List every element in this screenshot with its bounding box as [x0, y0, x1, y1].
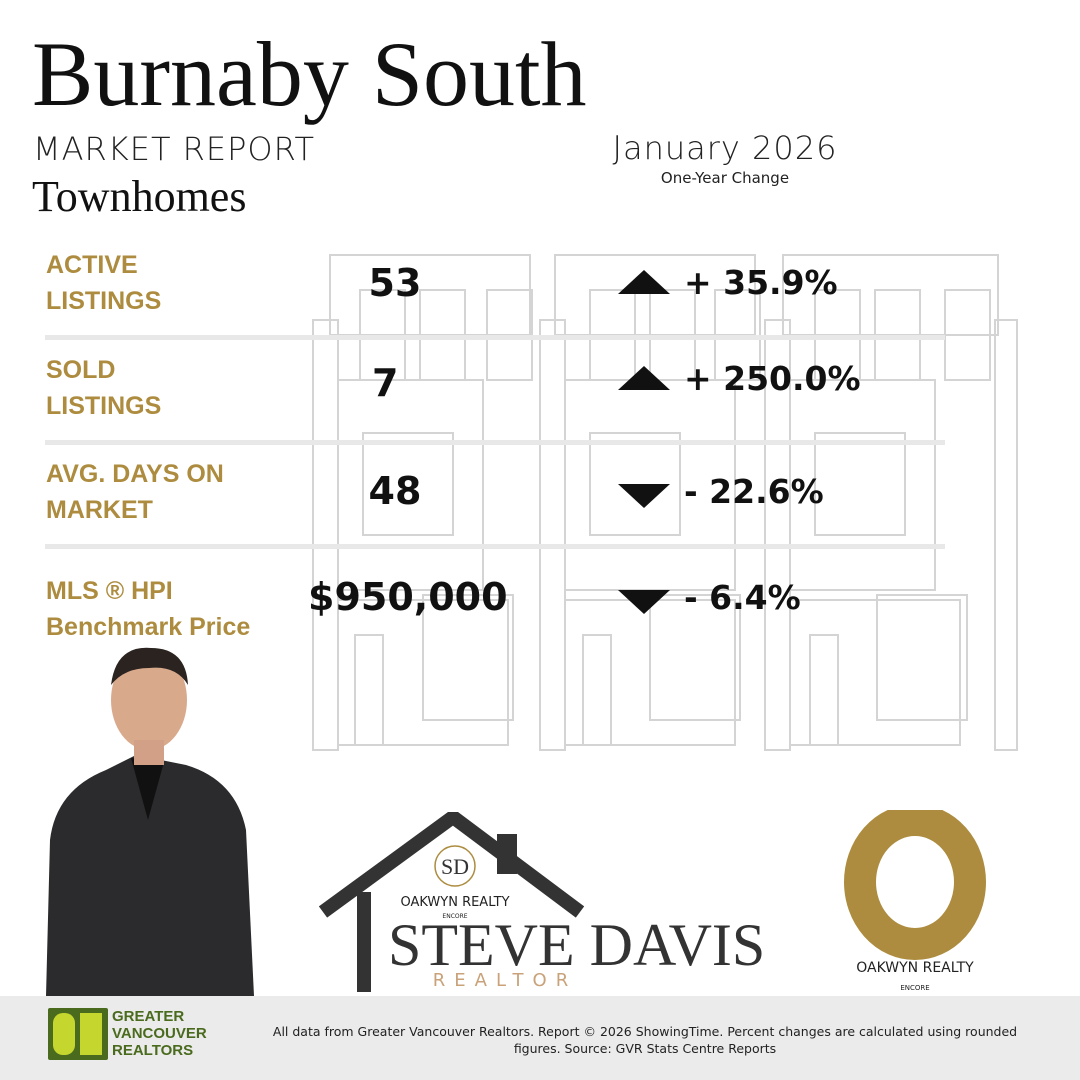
stat-change-hpi: - 6.4% [684, 578, 801, 617]
stat-change-sold: + 250.0% [684, 359, 861, 398]
footer [0, 996, 1080, 1080]
disclaimer: All data from Greater Vancouver Realtors… [272, 1024, 1018, 1056]
stat-label-dom: AVG. DAYS ON MARKET [46, 460, 224, 524]
stat-label-active: ACTIVE LISTINGS [46, 251, 162, 315]
stat-value-active: 53 [368, 261, 422, 305]
oakwyn-logo: OAKWYN REALTY ENCORE [844, 810, 986, 992]
svg-text:SD: SD [441, 854, 469, 879]
gvr-logo-icon [48, 1008, 108, 1060]
arrow-up-icon [618, 366, 670, 390]
stat-value-dom: 48 [368, 469, 422, 513]
stat-change-active: + 35.9% [684, 263, 838, 302]
stat-value-hpi: $950,000 [308, 575, 508, 619]
svg-text:OAKWYN REALTY: OAKWYN REALTY [400, 895, 509, 910]
stat-change-dom: - 22.6% [684, 472, 824, 511]
page-title: Burnaby South [32, 23, 587, 125]
stat-label-hpi: MLS ® HPI Benchmark Price [46, 577, 251, 641]
divider [45, 544, 945, 549]
agent-photo [46, 647, 254, 996]
change-caption: One-Year Change [660, 169, 790, 187]
arrow-down-icon [618, 590, 670, 614]
stat-label-sold: SOLD LISTINGS [46, 356, 162, 420]
gvr-logo-text: GREATER VANCOUVER REALTORS [112, 1008, 207, 1059]
svg-text:OAKWYN REALTY: OAKWYN REALTY [856, 960, 974, 976]
svg-text:ENCORE: ENCORE [900, 984, 929, 992]
divider [45, 440, 945, 445]
arrow-down-icon [618, 484, 670, 508]
report-date: January 2026 [612, 129, 838, 167]
property-type: Townhomes [32, 172, 247, 221]
stat-value-sold: 7 [372, 361, 399, 405]
arrow-up-icon [618, 270, 670, 294]
steve-davis-logo: SD OAKWYN REALTY ENCORE REALTOR [318, 812, 585, 992]
agent-name: STEVE DAVIS [388, 912, 766, 978]
report-subtitle: MARKET REPORT [33, 130, 316, 168]
svg-text:ENCORE: ENCORE [442, 913, 467, 920]
svg-text:REALTOR: REALTOR [433, 970, 577, 991]
divider [45, 335, 945, 340]
